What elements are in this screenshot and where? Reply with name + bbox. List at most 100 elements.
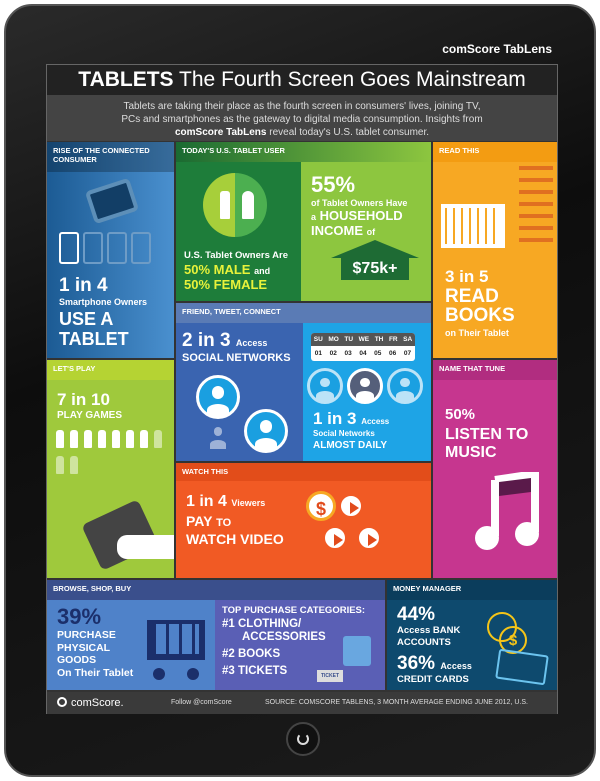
house-icon (331, 240, 419, 258)
calendar-date: 02 (329, 350, 337, 357)
intro-text: Tablets are taking their place as the fo… (47, 95, 557, 141)
income-value: $75k+ (341, 258, 409, 280)
social-panel: Friend, Tweet, Connect 2 in 3 Access SOC… (176, 303, 431, 461)
phone-icons (59, 232, 151, 269)
person-icon (70, 430, 78, 448)
user-icon (244, 409, 288, 453)
gender-female: 50% FEMALE (184, 277, 268, 292)
play-icon (338, 493, 364, 519)
dollar-icon: $ (306, 491, 336, 521)
money-text2: CREDIT CARDS (397, 674, 469, 685)
calendar-date: 07 (403, 350, 412, 357)
person-icon (84, 430, 92, 448)
calendar-date: 04 (359, 350, 367, 357)
calendar-day: SU (313, 336, 323, 343)
cats-title: TOP PURCHASE CATEGORIES: (222, 605, 366, 616)
person-icon (98, 430, 106, 448)
music-text: LISTEN TO MUSIC (445, 426, 529, 461)
play-line: PLAY GAMES (57, 410, 123, 421)
watch-line2: WATCH VIDEO (186, 531, 284, 547)
shop-stat: 39% (57, 604, 102, 629)
person-icon (126, 430, 134, 448)
source-note: SOURCE: COMSCORE TABLENS, 3 MONTH AVERAG… (265, 699, 528, 706)
user-icon (387, 368, 423, 404)
watch-panel: Watch This 1 in 4 Viewers PAY TO WATCH V… (176, 463, 431, 578)
play-stat: 7 in 10 (57, 390, 110, 409)
social-line1: SOCIAL NETWORKS (182, 352, 291, 364)
calendar-date: 05 (374, 350, 382, 357)
social-line2: Social Networks (313, 429, 375, 438)
user-icon (196, 375, 240, 419)
credit-card-icon (495, 648, 549, 686)
user-icon (347, 368, 383, 404)
user-icon (307, 368, 343, 404)
calendar-day: SA (403, 336, 413, 343)
read-panel: Read This 3 in 5 READ BOOKS on Their Tabl… (433, 142, 557, 358)
dollar-coin-icon: $ (499, 626, 527, 654)
social-stat1: 2 in 3 Access (182, 330, 268, 351)
gender-male: 50% MALE and (184, 262, 271, 277)
gender-icon (203, 173, 267, 237)
play-icon (356, 525, 382, 551)
income-pct: 55% (311, 172, 356, 197)
calendar-date: 06 (389, 350, 397, 357)
power-icon (297, 733, 309, 745)
calendar-day: TU (344, 336, 354, 343)
read-text: READ BOOKS (445, 286, 515, 326)
text-lines-icon (519, 166, 553, 246)
music-panel: Name That Tune 50% LISTEN TO MUSIC (433, 360, 557, 578)
calendar-day: WE (358, 336, 370, 343)
shop-panel: Browse, Shop, Buy 39% PURCHASE PHYSICAL GO… (47, 580, 385, 690)
ticket-icon: TICKET (317, 670, 343, 682)
home-button[interactable] (286, 722, 320, 756)
person-icon (140, 430, 148, 448)
rise-panel: Rise of the Connected Consumer 1 in 4 Sm… (47, 142, 174, 358)
brand-label: comScore TabLens (442, 42, 552, 56)
comscore-logo: comScore. (57, 692, 124, 714)
people-icons (53, 430, 168, 482)
money-text1: Access BANK ACCOUNTS (397, 625, 461, 648)
money-stat1: 44% (397, 604, 436, 625)
music-note-icon (475, 472, 539, 550)
calendar-date: 03 (344, 350, 352, 357)
watch-line1: PAY TO (186, 513, 232, 529)
user-icon (204, 421, 232, 450)
calendar-day: MO (328, 336, 339, 343)
money-stat2: 36% Access (397, 653, 472, 674)
rise-stat: 1 in 4 (59, 275, 108, 296)
play-icon (322, 525, 348, 551)
money-panel: Money Manager 44% Access BANK ACCOUNTS 36… (387, 580, 557, 690)
person-icon (70, 456, 78, 474)
infographic: TABLETS The Fourth Screen Goes Mainstrea… (46, 64, 558, 714)
tablet-user-panel: Today's U.S. Tablet User U.S. Tablet Own… (176, 142, 431, 301)
page-title: TABLETS The Fourth Screen Goes Mainstrea… (47, 65, 557, 95)
person-icon (56, 456, 64, 474)
calendar-day: TH (374, 336, 384, 343)
cats-list: #1 CLOTHING/ACCESSORIES #2 BOOKS #3 TICKET… (222, 618, 326, 677)
cart-icon (147, 620, 205, 660)
shop-text: PURCHASE PHYSICAL GOODS On Their Tablet (57, 629, 134, 679)
calendar: SU MO TU WE TH FR SA 01 02 03 04 05 06 07 (311, 333, 415, 361)
calendar-date: 01 (314, 350, 323, 357)
gender-lead: U.S. Tablet Owners Are (184, 250, 288, 261)
follow-link[interactable]: Follow @comScore (171, 699, 232, 706)
social-stat2: 1 in 3 Access (313, 409, 390, 428)
social-line3: ALMOST DAILY (313, 440, 388, 451)
book-icon (441, 204, 505, 248)
rise-line: USE A TABLET (59, 309, 129, 349)
income-text: a HOUSEHOLD INCOME of (311, 208, 403, 238)
tablet-icon (84, 177, 140, 225)
person-icon (112, 430, 120, 448)
income-text: of Tablet Owners Have (311, 198, 408, 208)
rise-line: Smartphone Owners (59, 297, 148, 307)
person-icon (154, 430, 162, 448)
person-icon (56, 430, 64, 448)
play-panel: Let's Play 7 in 10 PLAY GAMES (47, 360, 174, 578)
hand-icon (117, 535, 174, 559)
music-stat: 50% (445, 406, 476, 423)
shirt-icon (343, 636, 371, 666)
read-sub: on Their Tablet (445, 328, 509, 338)
footer: comScore. Follow @comScore SOURCE: COMSC… (47, 692, 557, 714)
watch-stat: 1 in 4 Viewers (186, 493, 266, 510)
calendar-day: FR (388, 336, 398, 343)
